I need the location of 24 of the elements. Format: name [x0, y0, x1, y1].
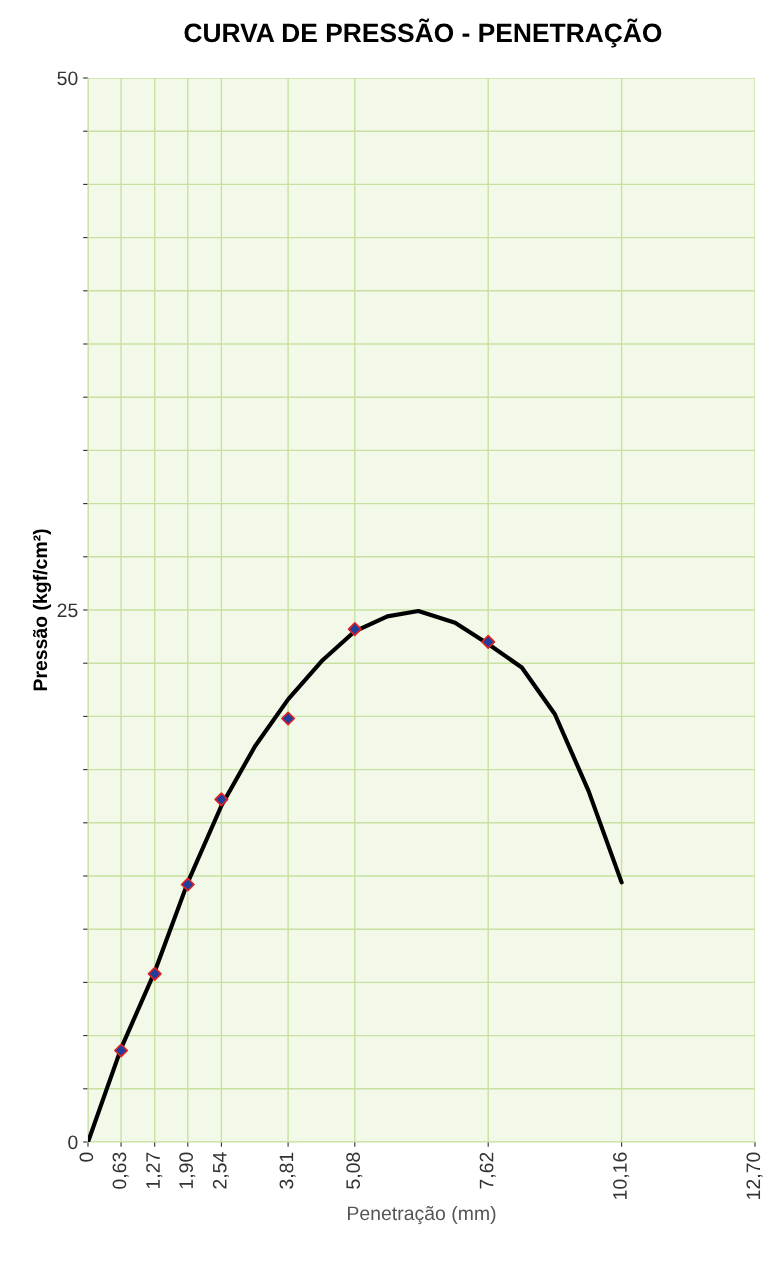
point: [481, 634, 496, 649]
x-tick-label: 1,27: [146, 1152, 163, 1189]
x-tick-label: 1,90: [179, 1152, 196, 1189]
y-tick-label: 25: [57, 603, 78, 618]
point: [281, 711, 296, 726]
x-tick-label: 5,08: [346, 1152, 363, 1189]
x-tick-label: 12,70: [746, 1152, 763, 1199]
x-axis-title: Penetração (mm): [348, 1205, 496, 1225]
point: [147, 966, 162, 981]
x-tick-label: 3,81: [279, 1152, 296, 1189]
point: [180, 877, 195, 892]
y-tick-label: 0: [68, 1135, 78, 1150]
point: [214, 792, 229, 807]
x-tick-label: 2,54: [212, 1152, 229, 1189]
y-axis-title: Pressão (kgf/cm²): [32, 529, 52, 691]
x-tick-label: 7,62: [479, 1152, 496, 1189]
x-tick-label: 10,16: [613, 1152, 630, 1199]
line-series: [88, 608, 624, 1142]
point: [114, 1043, 129, 1058]
chart-title: CURVA DE PRESSÃO - PENETRAÇÃO: [184, 18, 662, 48]
point: [347, 622, 362, 637]
x-tick-label: 0: [79, 1152, 94, 1162]
x-tick-label: 0,63: [112, 1152, 129, 1189]
y-tick-label: 50: [57, 71, 78, 86]
